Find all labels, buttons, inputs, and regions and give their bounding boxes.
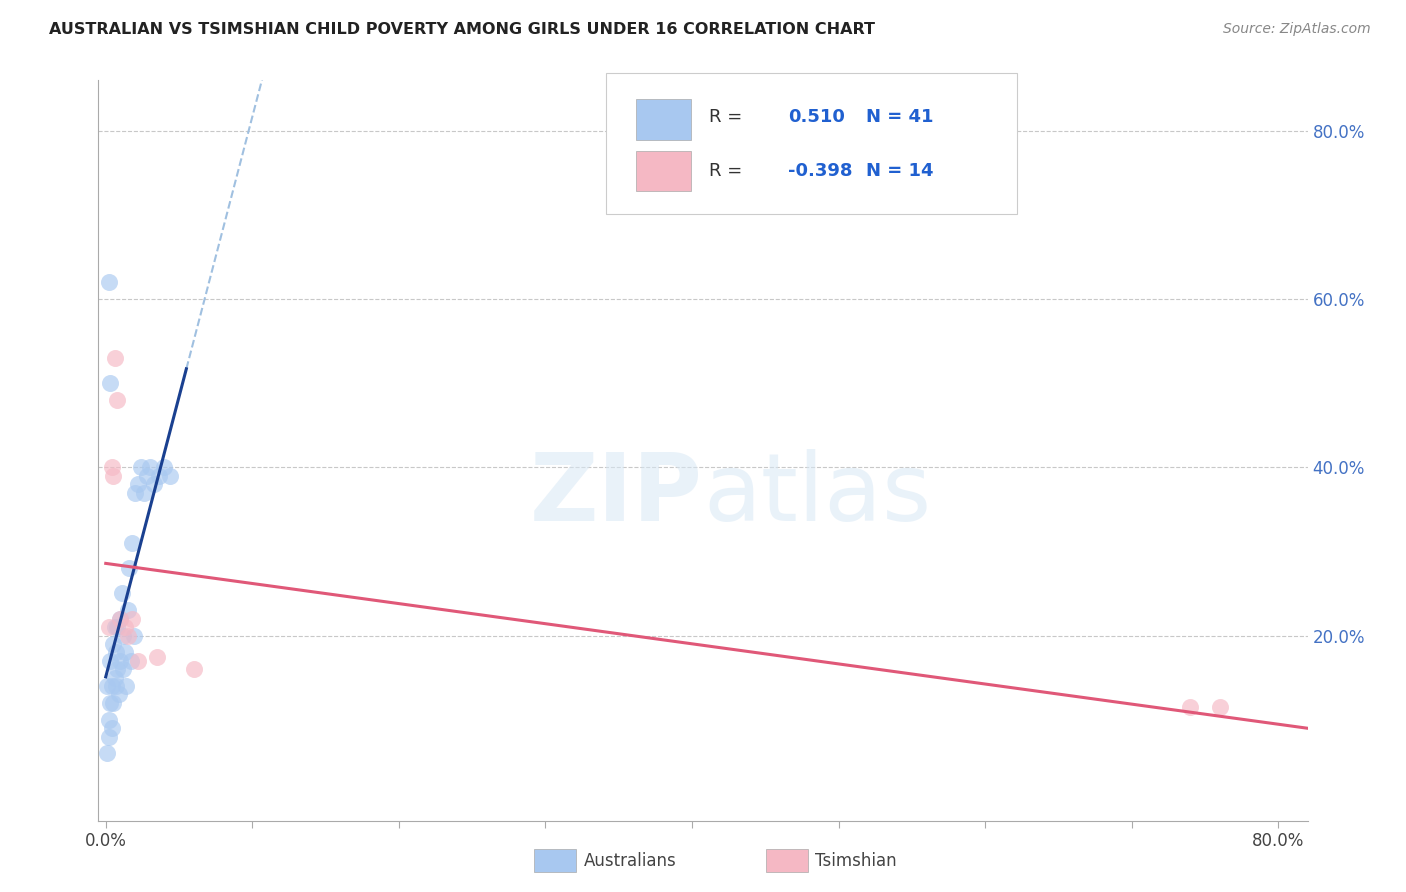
Point: [98, 696, 121, 710]
Text: R =: R =: [709, 108, 748, 127]
Point: [97, 730, 120, 744]
Point: [153, 460, 176, 475]
Point: [100, 679, 122, 693]
Text: N = 14: N = 14: [866, 161, 934, 179]
Point: [100, 721, 122, 735]
Point: [135, 468, 157, 483]
Text: ZIP: ZIP: [530, 449, 703, 541]
Point: [118, 561, 141, 575]
Point: [115, 679, 138, 693]
Point: [132, 485, 155, 500]
Point: [103, 351, 125, 365]
Point: [107, 392, 129, 407]
Point: [105, 679, 128, 693]
Point: [97, 713, 120, 727]
Point: [112, 662, 135, 676]
Point: [121, 536, 143, 550]
Point: [183, 662, 205, 676]
Point: [103, 620, 125, 634]
Text: atlas: atlas: [703, 449, 931, 541]
Point: [114, 620, 136, 634]
Point: [103, 671, 125, 685]
Point: [159, 468, 181, 483]
Point: [107, 620, 129, 634]
Point: [1180, 700, 1202, 714]
Point: [117, 603, 139, 617]
Point: [117, 628, 139, 642]
Point: [112, 628, 135, 642]
Point: [101, 468, 124, 483]
Text: Australians: Australians: [583, 852, 676, 870]
Text: Source: ZipAtlas.com: Source: ZipAtlas.com: [1223, 22, 1371, 37]
Text: Tsimshian: Tsimshian: [815, 852, 897, 870]
Text: AUSTRALIAN VS TSIMSHIAN CHILD POVERTY AMONG GIRLS UNDER 16 CORRELATION CHART: AUSTRALIAN VS TSIMSHIAN CHILD POVERTY AM…: [49, 22, 875, 37]
Text: R =: R =: [709, 161, 748, 179]
Point: [105, 645, 128, 659]
Point: [98, 376, 121, 391]
Point: [146, 649, 169, 664]
FancyBboxPatch shape: [606, 73, 1018, 213]
Point: [127, 477, 149, 491]
Point: [101, 637, 124, 651]
Point: [148, 468, 170, 483]
Point: [96, 679, 118, 693]
Point: [110, 654, 132, 668]
Point: [121, 612, 143, 626]
Point: [100, 460, 122, 475]
Point: [143, 477, 166, 491]
Point: [107, 662, 129, 676]
Point: [96, 747, 118, 761]
FancyBboxPatch shape: [637, 99, 690, 139]
Point: [129, 460, 152, 475]
Point: [1208, 700, 1230, 714]
Text: -0.398: -0.398: [787, 161, 852, 179]
Point: [101, 696, 124, 710]
Point: [114, 645, 136, 659]
Point: [122, 628, 145, 642]
FancyBboxPatch shape: [637, 151, 690, 191]
Text: 0.510: 0.510: [787, 108, 845, 127]
Point: [108, 688, 131, 702]
Point: [124, 485, 146, 500]
Point: [97, 275, 120, 289]
Point: [111, 586, 134, 600]
Point: [127, 654, 149, 668]
Point: [110, 612, 132, 626]
Point: [110, 612, 132, 626]
Point: [138, 460, 160, 475]
Point: [98, 654, 121, 668]
Point: [120, 654, 142, 668]
Point: [97, 620, 120, 634]
Text: N = 41: N = 41: [866, 108, 934, 127]
